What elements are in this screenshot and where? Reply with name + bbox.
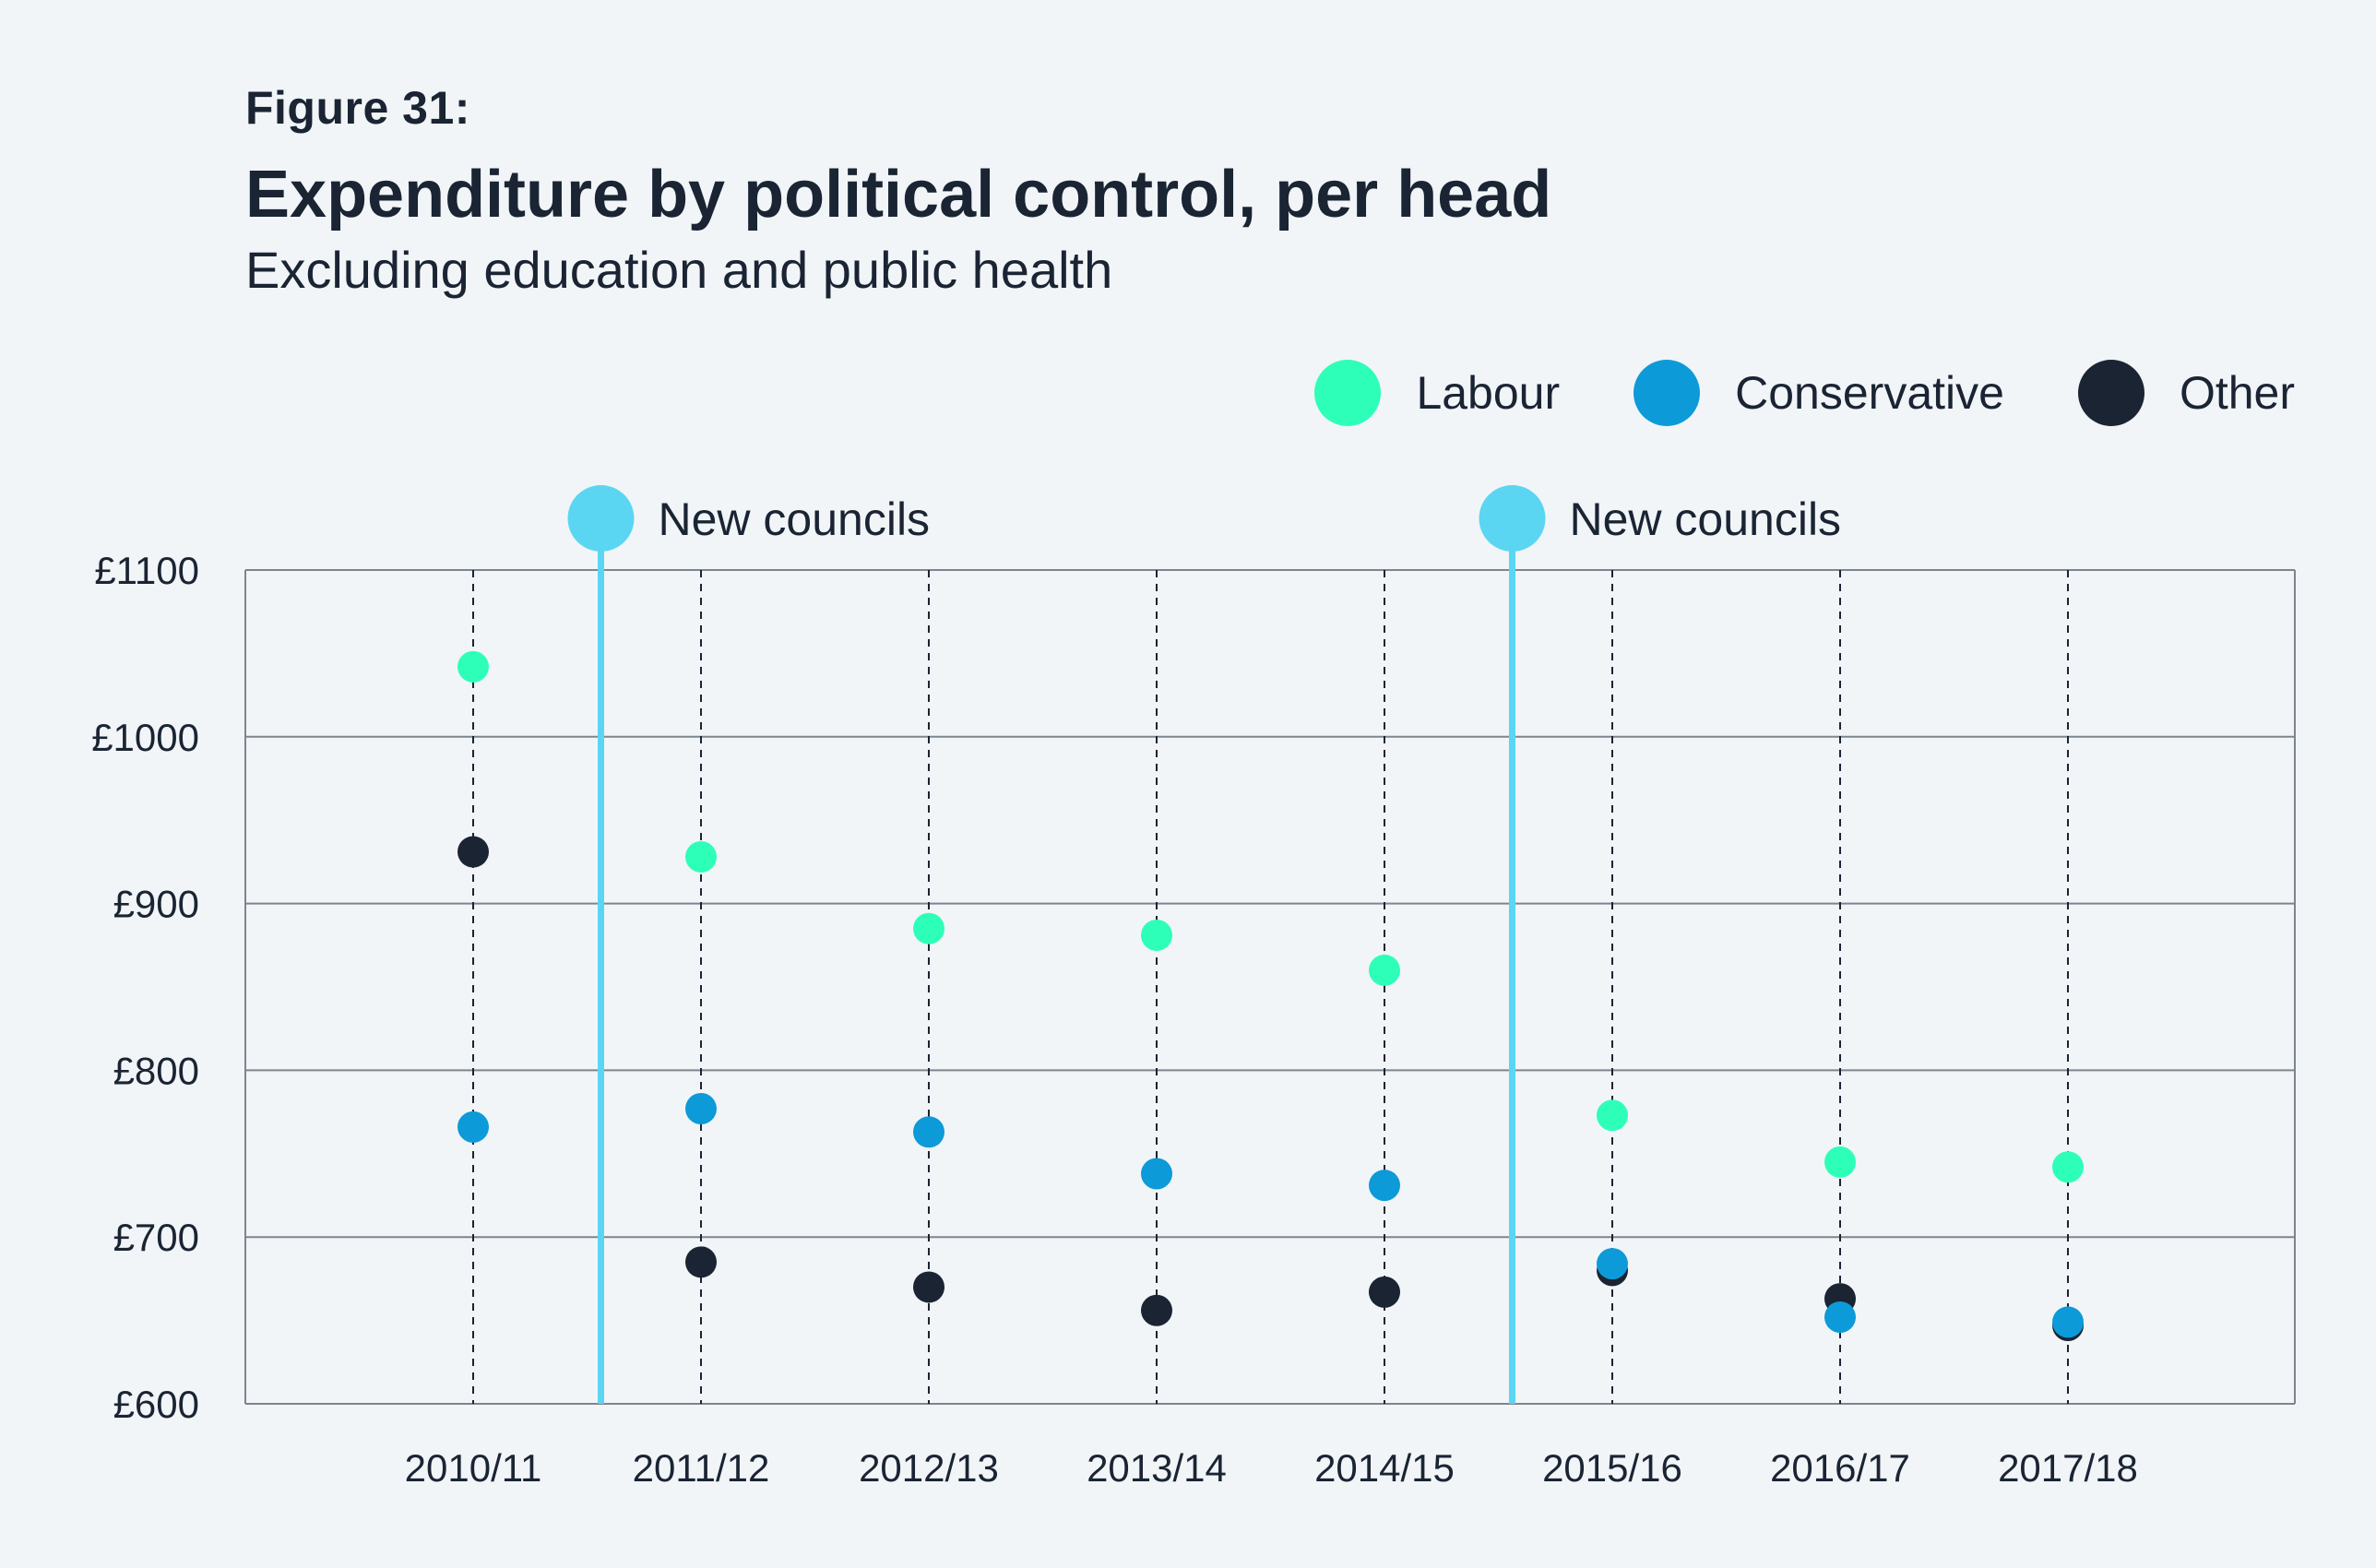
legend-swatch-labour [1314, 360, 1382, 426]
data-point-conservative [685, 1092, 717, 1124]
data-point-labour [913, 912, 944, 944]
x-tick-label: 2016/17 [1770, 1446, 1910, 1490]
data-point-conservative [1369, 1170, 1400, 1202]
y-tick-label: £1100 [94, 549, 199, 592]
data-point-conservative [913, 1116, 944, 1148]
x-tick-label: 2013/14 [1087, 1446, 1227, 1490]
y-tick-label: £1000 [91, 716, 199, 759]
data-point-labour [2052, 1151, 2084, 1183]
data-point-labour [685, 840, 717, 873]
data-point-labour [1369, 954, 1400, 986]
x-tick-label: 2011/12 [633, 1446, 770, 1490]
data-point-labour [1597, 1099, 1628, 1132]
legend-swatch-other [2077, 360, 2144, 426]
chart-title: Expenditure by political control, per he… [245, 158, 1552, 232]
legend-item-labour: Labour [1314, 360, 1560, 426]
x-tick-label: 2015/16 [1542, 1446, 1682, 1490]
data-point-labour [1824, 1146, 1856, 1178]
figure-label: Figure 31: [245, 82, 470, 134]
y-tick-label: £700 [113, 1216, 199, 1259]
legend-label-other: Other [2179, 367, 2295, 419]
x-tick-label: 2012/13 [859, 1446, 999, 1490]
data-point-labour [1141, 919, 1172, 951]
legend-label-labour: Labour [1416, 367, 1561, 419]
x-tick-label: 2014/15 [1314, 1446, 1455, 1490]
chart-subtitle: Excluding education and public health [245, 241, 1113, 299]
new-councils-marker [1479, 485, 1546, 552]
y-tick-label: £800 [113, 1049, 199, 1092]
data-point-conservative [2052, 1306, 2084, 1338]
legend-swatch-conservative [1634, 360, 1701, 426]
data-point-conservative [1597, 1248, 1628, 1280]
legend-label-conservative: Conservative [1735, 367, 2004, 419]
data-point-other [913, 1271, 944, 1303]
legend-item-conservative: Conservative [1634, 360, 2004, 426]
data-point-conservative [1141, 1158, 1172, 1190]
x-tick-label: 2010/11 [405, 1446, 542, 1490]
y-tick-label: £900 [113, 883, 199, 926]
data-point-conservative [1824, 1301, 1856, 1333]
x-tick-label: 2017/18 [1998, 1446, 2138, 1490]
legend-item-other: Other [2077, 360, 2295, 426]
data-point-labour [457, 650, 489, 683]
new-councils-marker [567, 485, 635, 552]
y-tick-label: £600 [113, 1383, 199, 1426]
legend: Labour Conservative Other [1241, 360, 2295, 426]
data-point-other [457, 836, 489, 868]
data-point-conservative [457, 1111, 489, 1143]
data-point-other [685, 1246, 717, 1278]
data-point-other [1369, 1276, 1400, 1308]
new-councils-label: New councils [659, 493, 931, 545]
new-councils-label: New councils [1570, 493, 1842, 545]
data-point-other [1141, 1294, 1172, 1326]
